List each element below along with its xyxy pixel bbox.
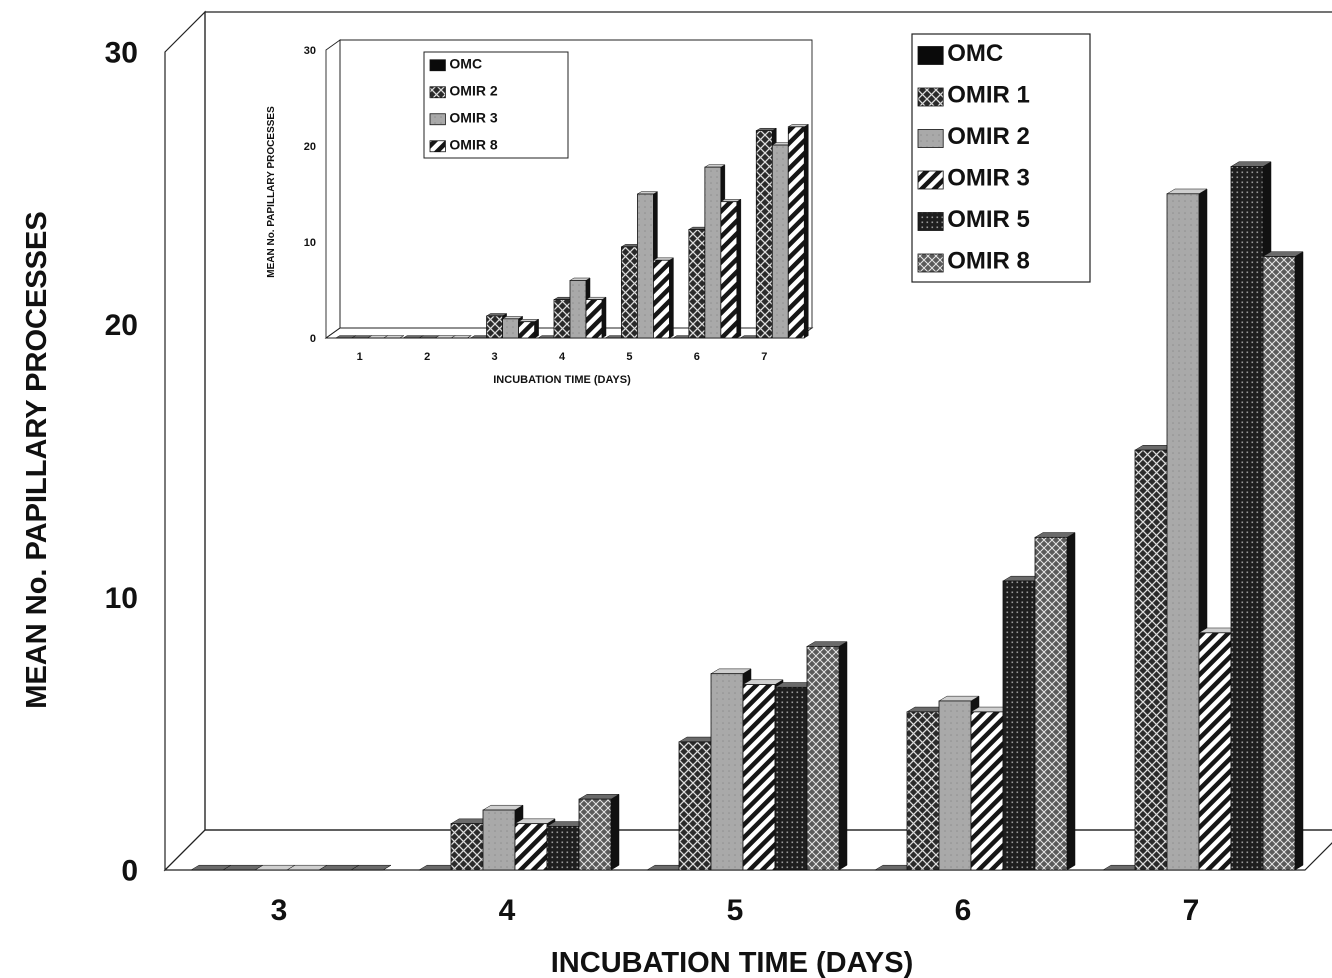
main-legend-label: OMC: [947, 40, 1003, 67]
inset-x-tick-label: 2: [424, 351, 430, 363]
inset-bar: [334, 335, 357, 339]
inset-legend-item: OMIR 2: [429, 83, 498, 99]
main-y-tick-label: 0: [121, 855, 138, 888]
main-legend-label: OMIR 1: [947, 82, 1030, 109]
main-bar: [350, 864, 392, 871]
main-legend-swatch: [917, 46, 944, 65]
inset-legend-swatch: [429, 86, 446, 99]
main-y-axis-label: MEAN No. PAPILLARY PROCESSES: [21, 211, 53, 708]
inset-bar: [450, 335, 473, 339]
main-legend-item: OMIR 2: [917, 123, 1030, 150]
main-x-tick-label: 7: [1183, 894, 1200, 927]
inset-legend-box: [423, 51, 569, 159]
main-legend-swatch: [917, 253, 944, 273]
inset-x-tick-label: 1: [357, 351, 363, 363]
inset-x-tick-label: 7: [761, 351, 767, 363]
inset-y-tick-labels: 0 10 20 30: [304, 45, 316, 345]
inset-y-tick-label: 30: [304, 45, 316, 57]
inset-x-axis-label: INCUBATION TIME (DAYS): [493, 374, 631, 386]
inset-x-tick-label: 5: [626, 351, 632, 363]
main-bar: [1166, 188, 1208, 871]
inset-bar: [787, 123, 810, 339]
inset-legend-swatch: [429, 59, 446, 72]
main-y-tick-label: 30: [105, 37, 138, 70]
inset-bar: [719, 198, 742, 339]
inset-legend-label: OMC: [449, 56, 482, 72]
main-legend-item: OMIR 1: [917, 82, 1030, 109]
main-legend: OMC OMIR 1 OMIR 2 OMIR 3 OMIR 5 OMIR 8: [911, 33, 1091, 283]
inset-chart-bars: [334, 123, 810, 339]
inset-x-tick-label: 4: [559, 351, 566, 363]
inset-legend-swatch: [429, 140, 446, 153]
main-legend-label: OMIR 5: [947, 206, 1030, 233]
inset-legend-label: OMIR 8: [449, 137, 497, 153]
main-legend-item: OMIR 5: [917, 206, 1030, 233]
main-bar: [970, 706, 1012, 871]
main-left-wall: [164, 10, 206, 872]
main-y-tick-label: 20: [105, 309, 138, 342]
inset-chart: 0 10 20 30 1 2 3 4 5 6 7 MEAN No. PAPILLARY PROCE…: [266, 32, 814, 386]
main-x-tick-label: 6: [955, 894, 972, 927]
main-bar: [578, 793, 620, 871]
inset-legend-item: OMIR 3: [429, 110, 498, 126]
inset-legend-swatch: [429, 113, 446, 126]
main-y-tick-labels: 0 10 20 30: [105, 37, 138, 888]
main-bar: [1230, 161, 1272, 871]
main-legend-item: OMIR 3: [917, 165, 1030, 192]
main-x-tick-label: 3: [271, 894, 288, 927]
main-legend-swatch: [917, 212, 944, 231]
inset-bar: [652, 257, 675, 339]
main-bar: [222, 864, 264, 871]
main-legend-box: [911, 33, 1091, 283]
inset-bar: [382, 335, 405, 339]
main-x-tick-label: 5: [727, 894, 744, 927]
inset-bar: [585, 296, 607, 339]
main-bar: [1034, 532, 1076, 871]
main-x-tick-labels: 3 4 5 6 7: [271, 894, 1200, 927]
main-legend-item: OMIR 8: [917, 248, 1030, 275]
inset-legend: OMC OMIR 2 OMIR 3 OMIR 8: [429, 56, 498, 153]
inset-x-tick-label: 3: [492, 351, 498, 363]
main-y-tick-label: 10: [105, 582, 138, 615]
inset-legend-label: OMIR 3: [449, 110, 497, 126]
main-legend-label: OMIR 3: [947, 165, 1030, 192]
main-x-tick-label: 4: [499, 894, 516, 927]
inset-legend-item: OMIR 8: [429, 137, 498, 153]
inset-y-axis-label: MEAN No. PAPILLARY PROCESSES: [266, 106, 277, 278]
main-legend-item: OMC: [917, 40, 1003, 67]
main-x-axis-label: INCUBATION TIME (DAYS): [551, 947, 914, 978]
main-legend-swatch: [917, 87, 944, 107]
inset-y-tick-label: 10: [304, 237, 316, 249]
main-bar: [806, 641, 848, 871]
inset-y-tick-label: 0: [310, 333, 316, 345]
main-bar: [1262, 251, 1304, 871]
inset-bar: [517, 318, 540, 339]
main-legend-swatch: [917, 129, 944, 148]
inset-y-tick-label: 20: [304, 141, 316, 153]
inset-legend-item: OMC: [429, 56, 482, 72]
inset-x-tick-labels: 1 2 3 4 5 6 7: [357, 351, 768, 363]
main-legend-label: OMIR 2: [947, 123, 1030, 150]
inset-x-tick-label: 6: [694, 351, 700, 363]
inset-legend-label: OMIR 2: [449, 83, 497, 99]
main-legend-label: OMIR 8: [947, 248, 1030, 275]
main-chart-bars: [190, 161, 1304, 871]
main-legend-swatch: [917, 170, 944, 190]
